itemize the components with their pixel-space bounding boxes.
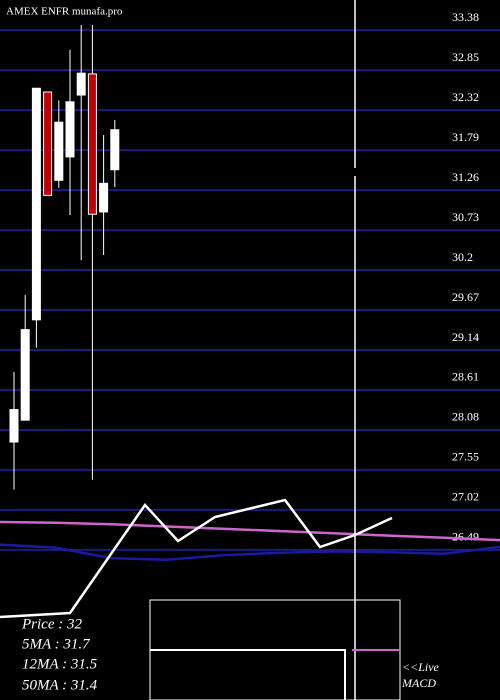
- y-tick-label: 33.38: [452, 10, 479, 24]
- stat: 12MA : 31.5: [22, 656, 98, 672]
- overlay: [0, 520, 500, 561]
- live-label: MACD: [401, 676, 436, 690]
- stat: Price : 32: [21, 616, 82, 632]
- candle-body: [110, 129, 120, 171]
- candle-body: [54, 121, 64, 181]
- ma-line: [0, 520, 500, 542]
- candles: [9, 24, 120, 490]
- candle-body: [99, 182, 109, 213]
- macd-signal: [150, 649, 346, 700]
- y-tick-label: 27.02: [452, 490, 479, 504]
- y-tick-label: 32.32: [452, 90, 479, 104]
- candle-body: [43, 91, 53, 196]
- y-tick-label: 30.2: [452, 250, 473, 264]
- grid: 33.38 32.85 32.32 31.79 31.26 30.73 30.2 29.67 2…: [0, 10, 500, 551]
- stat: 50MA : 31.4: [22, 677, 98, 693]
- ma-line: [0, 543, 500, 561]
- y-tick-label: 29.14: [452, 330, 479, 344]
- y-tick-label: 31.79: [452, 130, 479, 144]
- y-tick-label: 29.67: [452, 290, 479, 304]
- candle-body: [76, 72, 86, 96]
- y-tick-label: 27.55: [452, 450, 479, 464]
- candle-body: [65, 101, 75, 158]
- y-tick-label: 26.49: [452, 530, 479, 544]
- macd-line: [0, 498, 393, 619]
- candle-body: [87, 73, 97, 215]
- y-tick-label: 28.61: [452, 370, 479, 384]
- y-tick-label: 32.85: [452, 50, 479, 64]
- chart-title: AMEX ENFR munafa.pro: [6, 6, 123, 18]
- candle-body: [9, 409, 19, 443]
- live-label: <<Live: [402, 660, 440, 674]
- y-tick-label: 30.73: [452, 210, 479, 224]
- stat: 5MA : 31.7: [22, 636, 91, 652]
- candle-body: [20, 329, 30, 421]
- y-tick-label: 31.26: [452, 170, 479, 184]
- candle-body: [31, 87, 41, 321]
- y-tick-label: 28.08: [452, 410, 479, 424]
